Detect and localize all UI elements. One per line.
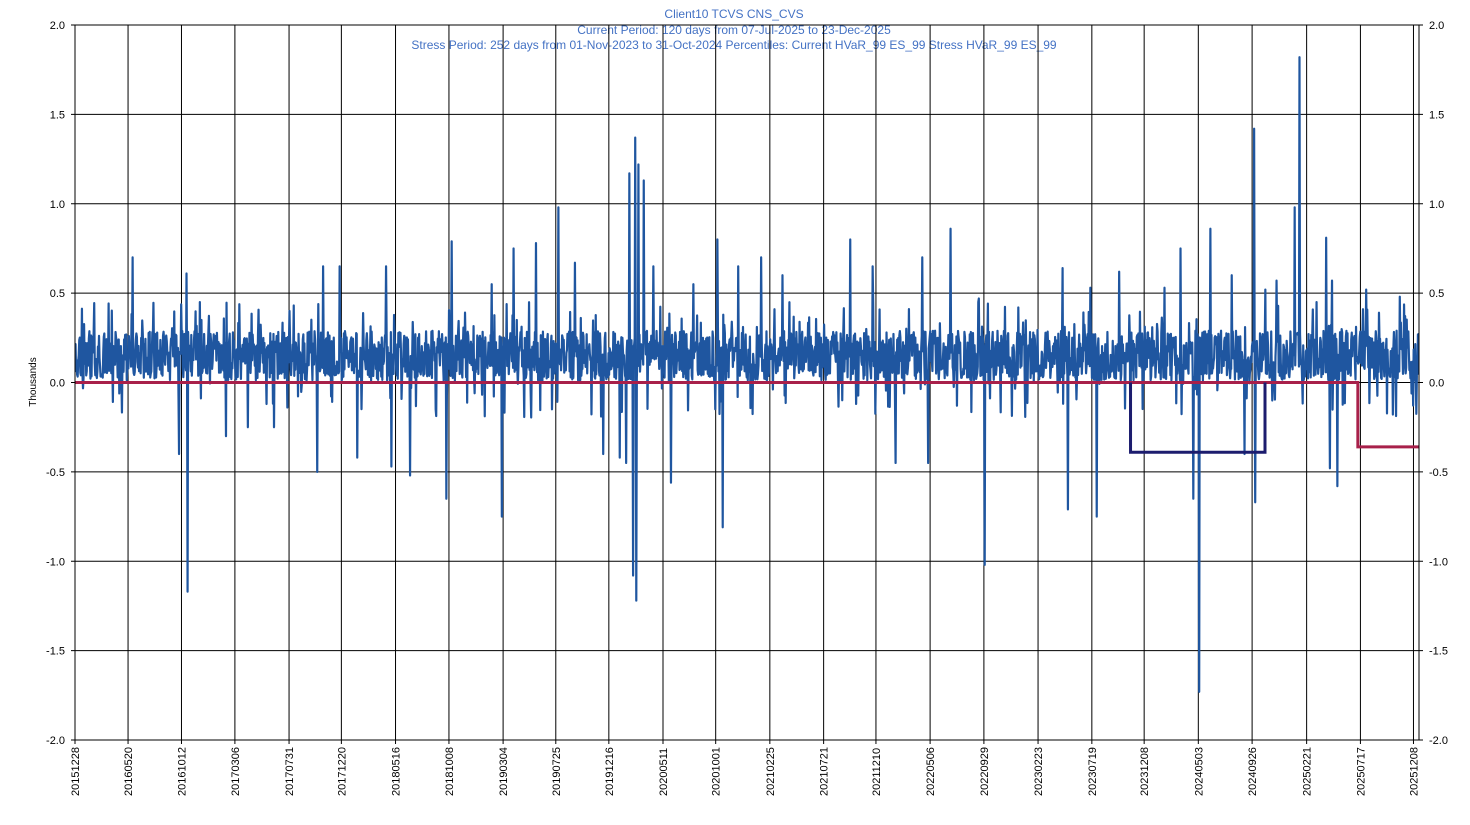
- x-tick-label: 20211210: [871, 748, 883, 796]
- x-axis: 20151228 20160520 20161012 20170306 20170731…: [70, 740, 1420, 796]
- x-tick-label: 20161012: [176, 747, 188, 796]
- y-tick-label-left: -1.5: [46, 646, 65, 658]
- x-tick-label: 20251208: [1408, 747, 1420, 796]
- x-tick-label: 20151228: [70, 747, 82, 796]
- x-tick-label: 20250221: [1302, 747, 1314, 796]
- x-tick-label: 20190725: [551, 747, 563, 796]
- y-tick-label-left: 0.0: [50, 378, 65, 390]
- x-tick-label: 20210721: [819, 747, 831, 796]
- x-tick-label: 20160520: [123, 747, 135, 796]
- series-layer: [75, 56, 1419, 693]
- y-tick-label-right: 2.0: [1429, 20, 1444, 32]
- series-group: [75, 56, 1419, 693]
- chart-title-group: Client10 TCVS CNS_CVS Current Period: 12…: [411, 7, 1057, 52]
- y-tick-label-left: -2.0: [46, 735, 65, 747]
- x-tick-label: 20231208: [1139, 747, 1151, 796]
- x-tick-label: 20190304: [498, 747, 510, 796]
- y-tick-label-right: 0.0: [1429, 378, 1444, 390]
- y-tick-label-left: 1.0: [50, 199, 65, 211]
- y-axis-right: 2.0 1.5 1.0 0.5 0.0 -0.5 -1.0 -1.5 -2.0: [1419, 20, 1448, 747]
- x-tick-label: 20220506: [925, 747, 937, 796]
- stress-period-hvar-line: [1129, 382, 1267, 454]
- x-tick-label: 20250717: [1355, 747, 1367, 796]
- y-tick-label-left: 2.0: [50, 20, 65, 32]
- x-tick-label: 20220929: [979, 747, 991, 796]
- x-tick-label: 20170306: [230, 747, 242, 796]
- y-tick-label-right: 1.0: [1429, 199, 1444, 211]
- y-tick-label-left: -0.5: [46, 467, 65, 479]
- x-tick-label: 20171220: [336, 747, 348, 796]
- x-tick-label: 20170731: [284, 747, 296, 796]
- y-tick-label-left: 0.5: [50, 288, 65, 300]
- y-tick-label-right: -0.5: [1429, 467, 1448, 479]
- y-tick-label-right: -1.0: [1429, 556, 1448, 568]
- y-tick-label-right: 1.5: [1429, 109, 1444, 121]
- x-tick-label: 20240926: [1247, 747, 1259, 796]
- current-period-hvar-line: [75, 381, 1419, 449]
- x-tick-label: 20230223: [1033, 747, 1045, 796]
- daily-pnl-series-line: [75, 56, 1419, 693]
- y-axis-left: 2.0 1.5 1.0 0.5 0.0 -0.5 -1.0 -1.5 -2.0: [46, 20, 75, 747]
- y-tick-label-right: -2.0: [1429, 735, 1448, 747]
- y-axis-title: Thousands: [28, 357, 39, 406]
- x-tick-label: 20200511: [658, 748, 670, 796]
- x-tick-label: 20230719: [1087, 747, 1099, 796]
- x-tick-label: 20240503: [1193, 747, 1205, 796]
- y-tick-label-left: -1.0: [46, 556, 65, 568]
- chart-title-line-3: Stress Period: 252 days from 01-Nov-2023…: [411, 38, 1057, 52]
- x-tick-label: 20191216: [604, 747, 616, 796]
- y-tick-label-right: -1.5: [1429, 646, 1448, 658]
- x-tick-label: 20180516: [391, 747, 403, 796]
- chart-title-line-1: Client10 TCVS CNS_CVS: [664, 7, 803, 21]
- x-tick-label: 20210225: [765, 747, 777, 796]
- x-tick-label: 20181008: [444, 747, 456, 796]
- y-tick-label-left: 1.5: [50, 109, 65, 121]
- y-tick-label-right: 0.5: [1429, 288, 1444, 300]
- x-tick-label: 20201001: [711, 747, 723, 796]
- chart-title-line-2: Current Period: 120 days from 07-Jul-202…: [577, 23, 891, 37]
